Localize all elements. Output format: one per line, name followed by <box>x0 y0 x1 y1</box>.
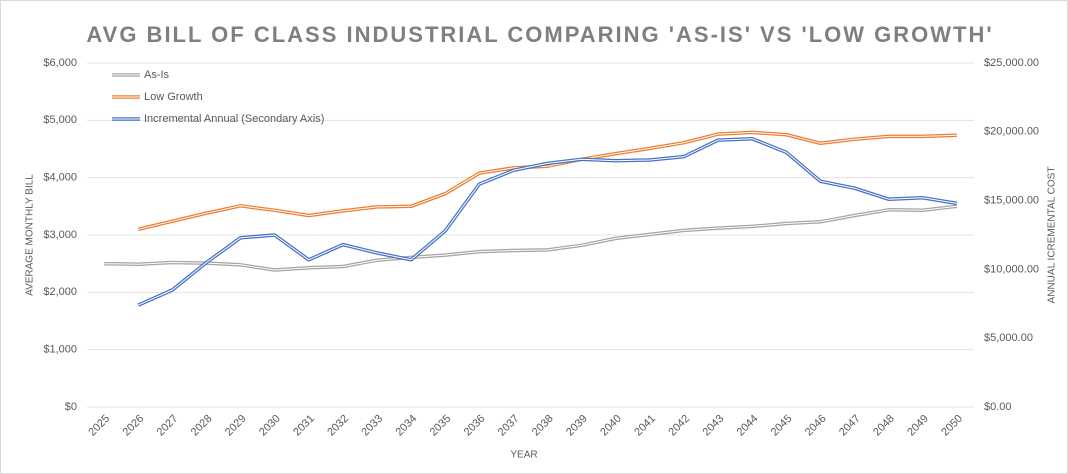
series-line-inner <box>138 131 957 230</box>
y-tick-label: $6,000 <box>43 57 77 69</box>
chart-title: AVG BILL OF CLASS INDUSTRIAL COMPARING '… <box>86 22 993 47</box>
y2-tick-label: $5,000.00 <box>984 332 1033 344</box>
y2-tick-label: $0.00 <box>984 401 1012 413</box>
y-tick-label: $1,000 <box>43 344 77 356</box>
legend-label: Low Growth <box>144 91 203 103</box>
y2-tick-label: $15,000.00 <box>984 195 1039 207</box>
y-tick-label: $4,000 <box>43 172 77 184</box>
series-line-inner <box>137 138 957 306</box>
y-tick-label: $0 <box>65 401 77 413</box>
y-axis-title: AVERAGE MONTHLY BILL <box>25 174 36 296</box>
legend-label: Incremental Annual (Secondary Axis) <box>144 113 324 125</box>
y2-tick-label: $20,000.00 <box>984 126 1039 138</box>
legend-label: As-Is <box>144 69 170 81</box>
y2-tick-label: $10,000.00 <box>984 263 1039 275</box>
y-tick-label: $5,000 <box>43 114 77 126</box>
y-tick-label: $2,000 <box>43 286 77 298</box>
y2-tick-label: $25,000.00 <box>984 57 1039 69</box>
x-axis-title: YEAR <box>510 450 537 461</box>
y2-axis-title: ANNUAL ICREMENTAL COST <box>1047 167 1058 304</box>
series-line-inner <box>104 205 957 271</box>
y-tick-label: $3,000 <box>43 229 77 241</box>
